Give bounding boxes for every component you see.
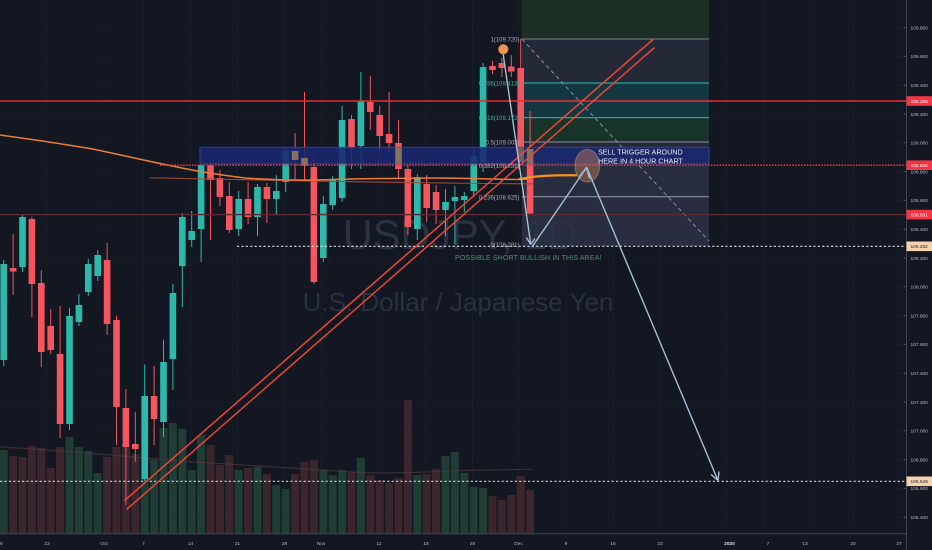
- svg-text:23: 23: [657, 541, 663, 547]
- svg-text:7: 7: [142, 541, 145, 547]
- svg-text:107.800: 107.800: [911, 313, 929, 319]
- svg-text:13: 13: [802, 541, 808, 547]
- svg-text:7: 7: [767, 541, 770, 547]
- svg-text:107.000: 107.000: [911, 429, 929, 435]
- svg-text:0.382(108.831): 0.382(108.831): [479, 164, 520, 170]
- svg-text:108.400: 108.400: [911, 227, 929, 233]
- svg-text:106.800: 106.800: [911, 457, 929, 463]
- svg-text:107.400: 107.400: [911, 371, 929, 377]
- svg-text:106.400: 106.400: [911, 515, 929, 521]
- svg-text:27: 27: [896, 541, 902, 547]
- svg-text:28: 28: [282, 541, 288, 547]
- svg-text:23: 23: [44, 541, 50, 547]
- svg-text:0.236(108.625): 0.236(108.625): [479, 195, 520, 201]
- svg-text:0.5(109.003): 0.5(109.003): [485, 141, 519, 147]
- svg-text:SELL TRIGGER AROUND: SELL TRIGGER AROUND: [598, 147, 683, 156]
- svg-text:0(108.281): 0(108.281): [490, 243, 519, 249]
- svg-text:9: 9: [565, 541, 568, 547]
- svg-text:108.501: 108.501: [911, 212, 929, 218]
- svg-text:109.800: 109.800: [911, 25, 929, 31]
- svg-text:2020: 2020: [724, 541, 735, 547]
- svg-text:0.618(109.172): 0.618(109.172): [479, 116, 520, 122]
- svg-text:HERE IN 4 HOUR CHART: HERE IN 4 HOUR CHART: [598, 157, 684, 166]
- svg-text:108.800: 108.800: [911, 169, 929, 175]
- svg-text:Nov: Nov: [317, 541, 326, 547]
- svg-text:16: 16: [610, 541, 616, 547]
- svg-text:Oct: Oct: [100, 541, 108, 547]
- svg-text:14: 14: [188, 541, 194, 547]
- svg-text:108.200: 108.200: [911, 256, 929, 262]
- svg-text:107.600: 107.600: [911, 342, 929, 348]
- svg-text:16: 16: [0, 541, 3, 547]
- svg-text:0.786(109.413): 0.786(109.413): [479, 82, 520, 88]
- svg-text:106.600: 106.600: [911, 486, 929, 492]
- svg-text:U.S. Dollar / Japanese Yen: U.S. Dollar / Japanese Yen: [303, 287, 614, 317]
- svg-text:POSSIBLE SHORT BULLISH IN THIS: POSSIBLE SHORT BULLISH IN THIS AREA!: [455, 255, 602, 262]
- svg-text:Dec: Dec: [514, 541, 523, 547]
- svg-text:1(109.720): 1(109.720): [490, 38, 519, 44]
- svg-text:25: 25: [470, 541, 476, 547]
- svg-text:107.200: 107.200: [911, 400, 929, 406]
- svg-text:20: 20: [850, 541, 856, 547]
- svg-text:21: 21: [235, 541, 241, 547]
- svg-text:108.000: 108.000: [911, 285, 929, 291]
- svg-text:109.000: 109.000: [911, 141, 929, 147]
- svg-text:109.600: 109.600: [911, 54, 929, 60]
- svg-text:USDJPY, 1D: USDJPY, 1D: [343, 211, 578, 258]
- svg-text:109.400: 109.400: [911, 83, 929, 89]
- svg-text:108.845: 108.845: [911, 163, 929, 169]
- svg-text:106.649: 106.649: [911, 479, 929, 485]
- svg-text:18: 18: [423, 541, 429, 547]
- svg-text:108.600: 108.600: [911, 198, 929, 204]
- svg-text:109.200: 109.200: [911, 112, 929, 118]
- svg-text:11: 11: [377, 541, 382, 547]
- svg-text:108.282: 108.282: [911, 244, 929, 250]
- svg-text:109.289: 109.289: [911, 99, 929, 105]
